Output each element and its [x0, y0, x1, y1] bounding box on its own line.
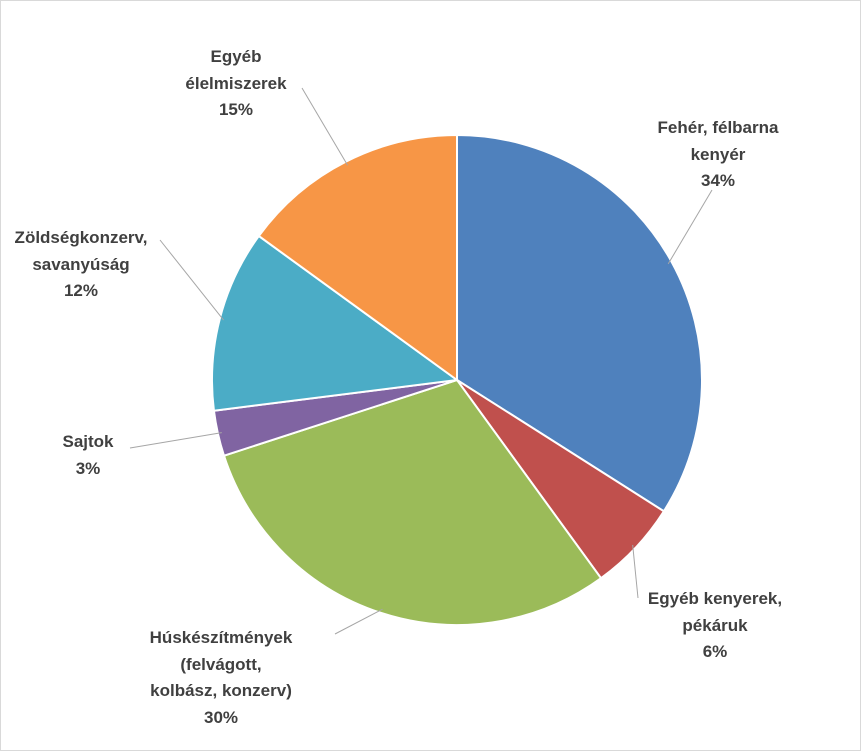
leader-line: [159, 239, 224, 321]
leader-line: [334, 608, 383, 635]
category-label: Fehér, félbarna kenyér: [657, 118, 779, 164]
data-label: Egyéb kenyerek, pékáruk 6%: [648, 586, 782, 666]
value-label: 12%: [63, 281, 99, 300]
leader-line: [667, 189, 713, 265]
data-label: Fehér, félbarna kenyér 34%: [658, 115, 779, 195]
pie-slice: [222, 378, 603, 626]
data-label: Húskészítmények (felvágott, kolbász, kon…: [150, 625, 293, 731]
data-label: Sajtok 3%: [62, 429, 113, 482]
category-label: Egyéb kenyerek, pékáruk: [647, 589, 783, 635]
category-label: Egyéb élelmiszerek: [185, 47, 287, 93]
value-label: 6%: [702, 642, 728, 661]
leader-line: [301, 87, 349, 166]
pie-slice: [456, 133, 703, 513]
leader-line: [129, 432, 222, 449]
category-label: Zöldségkonzerv, savanyúság: [14, 228, 148, 274]
pie-slice: [211, 234, 460, 412]
value-label: 34%: [700, 171, 736, 190]
value-label: 3%: [75, 458, 101, 478]
data-label: Egyéb élelmiszerek 15%: [185, 44, 286, 124]
leader-line: [632, 544, 639, 599]
value-label: 30%: [203, 707, 239, 727]
value-label: 15%: [218, 100, 254, 119]
category-label: Sajtok: [62, 432, 114, 451]
data-label: Zöldségkonzerv, savanyúság 12%: [15, 225, 148, 305]
category-label: Húskészítmények (felvágott, kolbász, kon…: [149, 628, 293, 700]
